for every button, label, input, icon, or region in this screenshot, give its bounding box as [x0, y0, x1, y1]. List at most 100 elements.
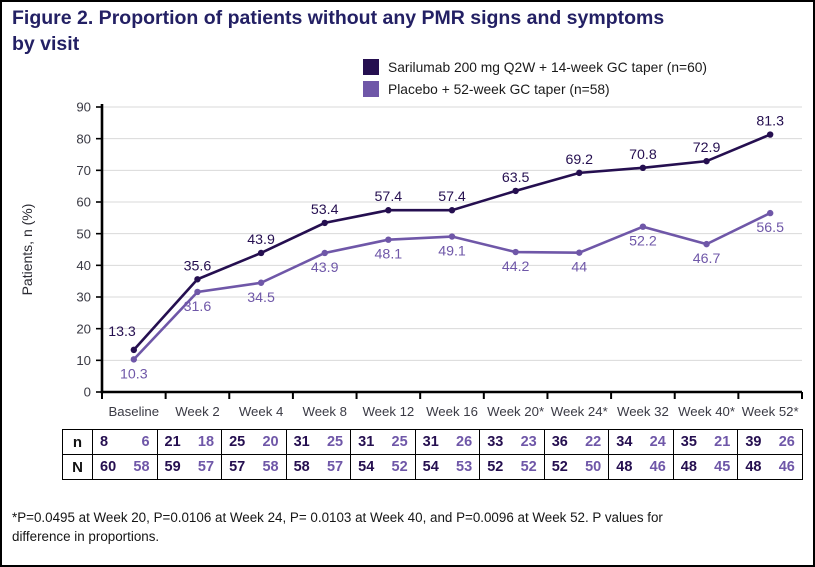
placebo-count: 58: [262, 459, 279, 475]
sarilumab-count: 31: [422, 434, 439, 450]
sarilumab-count: 59: [164, 459, 181, 475]
table-cell: 59 57: [156, 454, 223, 480]
data-label: 69.2: [565, 152, 593, 168]
data-label: 31.6: [184, 299, 212, 315]
data-point: [576, 249, 583, 256]
data-point: [257, 279, 265, 286]
x-tick-label: Baseline: [109, 404, 160, 419]
patient-counts-table: n 8 6 21 18 25 20 31 25 31 25 31 26 33 23 36 22 34 24 35 21 3…: [62, 429, 803, 480]
placebo-count: 26: [778, 434, 795, 450]
y-tick-label: 70: [76, 163, 91, 178]
table-cell: 33 23: [479, 429, 545, 455]
placebo-count: 26: [456, 434, 473, 450]
data-point: [130, 356, 138, 363]
sarilumab-count: 25: [229, 434, 246, 450]
footnote-pvalues: *P=0.0495 at Week 20, P=0.0106 at Week 2…: [12, 510, 663, 545]
sarilumab-count: 48: [616, 459, 633, 475]
data-point: [385, 236, 392, 243]
y-tick-label: 20: [76, 321, 91, 336]
data-point: [639, 223, 647, 230]
placebo-count: 25: [326, 434, 344, 450]
table-cell: 39 26: [737, 429, 803, 455]
placebo-count: 21: [714, 434, 731, 450]
x-tick-label: Week 16: [426, 404, 478, 419]
sarilumab-count: 33: [487, 434, 504, 450]
legend-label-placebo: Placebo + 52-week GC taper (n=58): [388, 81, 610, 97]
sarilumab-swatch-icon: [363, 59, 379, 75]
x-tick-label: Week 24*: [551, 404, 608, 419]
y-tick-label: 50: [76, 226, 91, 241]
table-cell: 54 52: [350, 454, 416, 480]
y-tick-label: 0: [84, 385, 91, 400]
table-cell: 48 46: [737, 454, 803, 480]
x-tick-label: Week 40*: [678, 404, 735, 419]
y-tick-label: 60: [76, 195, 91, 210]
data-point: [385, 207, 392, 214]
data-point: [321, 219, 328, 227]
table-cell: 60 58: [92, 454, 158, 480]
sarilumab-count: 34: [616, 434, 633, 450]
table-cell: 31 25: [350, 429, 416, 455]
data-label: 57.4: [375, 189, 403, 205]
placebo-count: 18: [197, 434, 215, 450]
data-point: [130, 346, 138, 354]
data-label: 53.4: [311, 202, 339, 218]
x-tick-label: Week 20*: [487, 404, 544, 419]
placebo-count: 58: [133, 459, 150, 475]
placebo-count: 25: [391, 434, 408, 450]
y-tick-label: 90: [76, 100, 91, 115]
x-tick-label: Week 4: [239, 404, 283, 419]
data-label: 46.7: [693, 251, 721, 267]
table-cell: 52 50: [543, 454, 610, 480]
sarilumab-count: 54: [422, 459, 439, 475]
y-tick-label: 80: [76, 131, 91, 146]
data-label: 72.9: [693, 140, 721, 156]
table-cell: 57 58: [221, 454, 287, 480]
x-tick-label: Week 2: [175, 404, 219, 419]
data-point: [194, 276, 201, 283]
data-label: 13.3: [108, 324, 136, 340]
data-point: [639, 164, 647, 171]
data-point: [194, 288, 201, 296]
sarilumab-count: 39: [745, 434, 762, 450]
table-cell: 35 21: [672, 429, 739, 455]
line-chart: 0 10 20 30 40 50 60 70 80 90 Baseline Week 2 Week 4 W…: [19, 100, 803, 419]
sarilumab-count: 48: [680, 459, 697, 475]
sarilumab-count: 31: [293, 434, 310, 450]
series-line: [132, 133, 771, 351]
data-point: [703, 240, 710, 248]
placebo-count: 45: [714, 459, 731, 475]
data-point: [512, 187, 519, 195]
table-cell: 21 18: [156, 429, 223, 455]
data-point: [321, 249, 328, 257]
table-cell: 48 45: [672, 454, 739, 480]
figure-title: Figure 2. Proportion of patients without…: [12, 7, 665, 55]
y-tick-label: 30: [76, 290, 91, 305]
sarilumab-count: 48: [745, 459, 762, 475]
data-label: 70.8: [629, 147, 657, 163]
legend-item-sarilumab: Sarilumab 200 mg Q2W + 14-week GC taper …: [363, 59, 707, 75]
table-cell: 25 20: [221, 429, 287, 455]
table-cell: 34 24: [608, 429, 674, 455]
placebo-count: 57: [326, 459, 344, 475]
x-tick-label: Week 12: [362, 404, 414, 419]
table-cell: 31 25: [285, 429, 352, 455]
data-label: 43.9: [311, 260, 339, 276]
data-label: 56.5: [756, 220, 784, 236]
placebo-count: 24: [649, 434, 666, 450]
table-row: N 60 58 59 57 57 58 58 57 54 52 54 53 52 52 52 50 48 46 48 4…: [62, 454, 803, 480]
sarilumab-count: 57: [229, 459, 246, 475]
y-tick-label: 40: [76, 258, 91, 273]
data-point: [257, 249, 265, 257]
y-axis-title: Patients, n (%): [19, 204, 35, 296]
placebo-count: 20: [262, 434, 279, 450]
data-label: 49.1: [438, 244, 466, 260]
data-point: [576, 169, 583, 177]
sarilumab-count: 21: [164, 434, 181, 450]
sarilumab-count: 60: [100, 459, 117, 475]
sarilumab-count: 54: [358, 459, 375, 475]
placebo-count: 52: [520, 459, 537, 475]
placebo-count: 46: [649, 459, 666, 475]
